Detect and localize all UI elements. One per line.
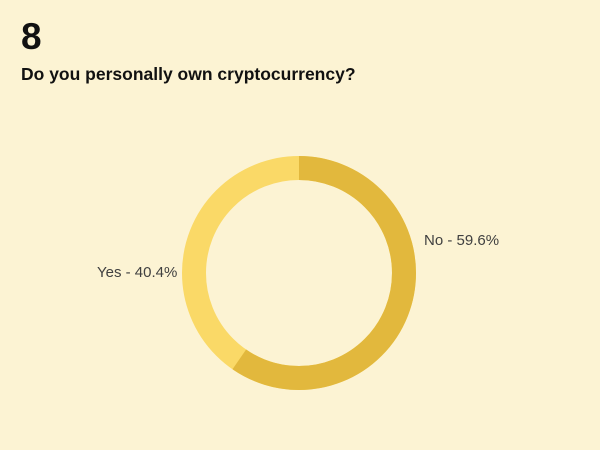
label-yes: Yes - 40.4% (97, 264, 178, 281)
donut-chart (182, 156, 416, 390)
label-no: No - 59.6% (424, 232, 500, 249)
question-number: 8 (21, 16, 42, 57)
donut-segment-no[interactable] (182, 156, 416, 390)
question-title: Do you personally own cryptocurrency? (21, 64, 356, 84)
